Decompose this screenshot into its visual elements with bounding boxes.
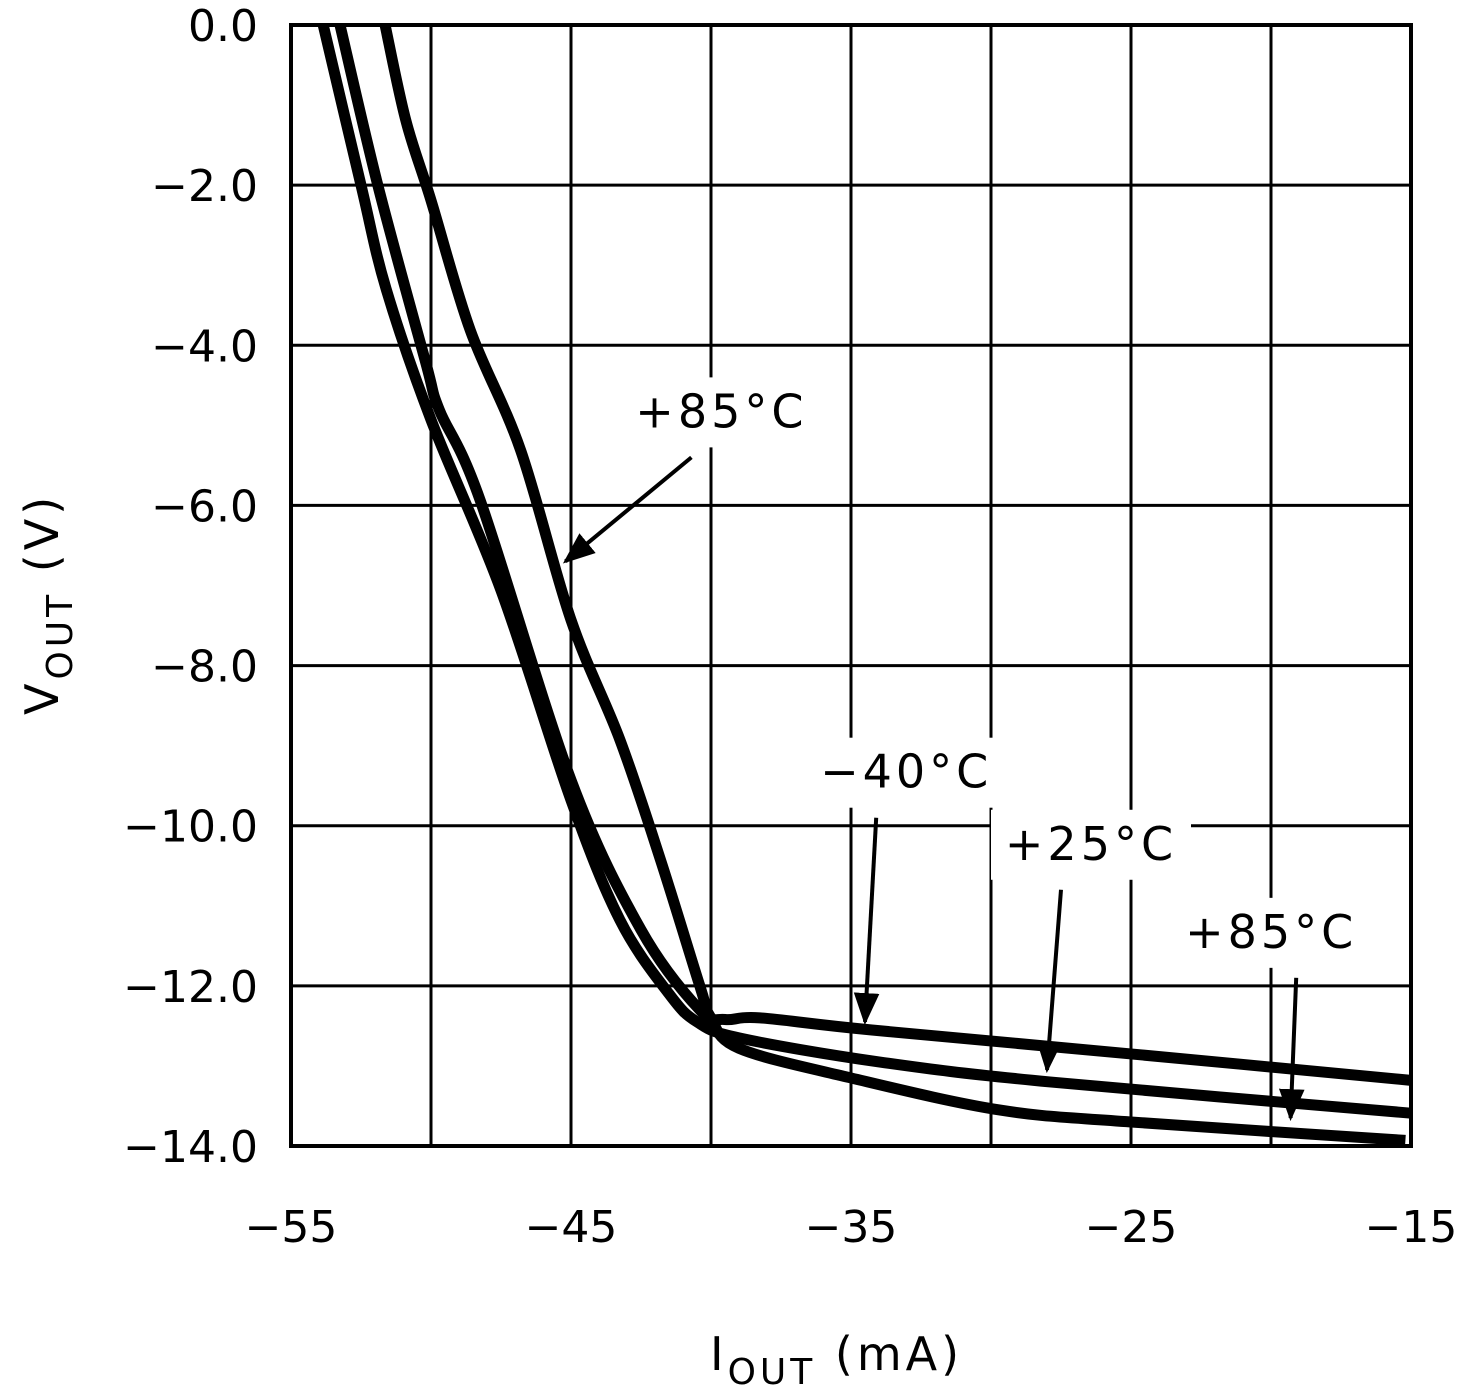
annotation-label: +85°C <box>635 384 807 438</box>
series-line <box>379 23 1406 1146</box>
x-axis-label: IOUT (mA) <box>710 1327 963 1390</box>
tick-labels: −55 −45 −35 −25 −15 0.0 −2.0 −4.0 −6.0 −8.0 −10.0 −… <box>123 1 1457 1253</box>
annotation-label: +85°C <box>1185 905 1357 959</box>
y-tick-label: −2.0 <box>151 161 258 212</box>
x-tick-label: −15 <box>1365 1202 1458 1253</box>
y-tick-label: −14.0 <box>123 1122 258 1173</box>
x-tick-label: −45 <box>525 1202 618 1253</box>
y-tick-label: −8.0 <box>151 642 258 693</box>
annotation-label: +25°C <box>1005 817 1177 871</box>
y-tick-label: −4.0 <box>151 321 258 372</box>
y-tick-label: −12.0 <box>123 962 258 1013</box>
annotation-bg <box>621 377 822 448</box>
x-tick-label: −35 <box>805 1202 898 1253</box>
x-tick-label: −25 <box>1085 1202 1178 1253</box>
annotation-bg <box>1171 897 1372 968</box>
annotation-arrow <box>1036 889 1063 1074</box>
y-tick-label: −10.0 <box>123 802 258 853</box>
x-tick-label: −55 <box>245 1202 338 1253</box>
y-axis-label: VOUT (V) <box>15 493 81 715</box>
plot-frame <box>289 23 1413 1148</box>
annotation-arrow <box>1278 977 1305 1122</box>
y-tick-label: 0.0 <box>188 1 258 52</box>
series-line <box>317 23 1412 1119</box>
annotation-label: −40°C <box>820 745 992 799</box>
y-tick-label: −6.0 <box>151 481 258 532</box>
annotation-bg <box>806 737 1007 808</box>
annotation-bg <box>991 809 1191 880</box>
annotations: +85°C−40°C+25°C+85°C <box>562 377 1372 1122</box>
grid <box>291 23 1411 1148</box>
annotation-arrow <box>562 455 693 564</box>
series-line <box>334 23 1412 1086</box>
annotation-arrow <box>853 817 880 1026</box>
curves <box>317 23 1412 1146</box>
